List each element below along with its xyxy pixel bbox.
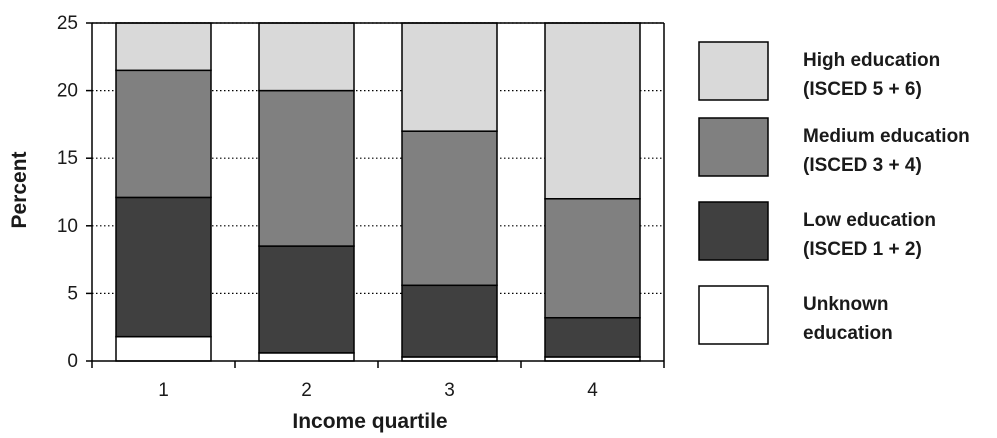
legend-label-1-0: Medium education bbox=[803, 126, 970, 147]
x-tick-label-3: 3 bbox=[444, 380, 455, 401]
bar-segment-q2-s0 bbox=[258, 352, 355, 362]
legend-label-0-0: High education bbox=[803, 50, 940, 71]
x-tick-label-2: 2 bbox=[301, 380, 312, 401]
axes: 0 5 10 15 20 25 1 2 3 4 bbox=[57, 13, 665, 401]
bar-segment-q3-s2 bbox=[401, 130, 498, 287]
bar-segment-q2-s2 bbox=[258, 89, 355, 247]
bar-segment-q1-s3 bbox=[115, 22, 212, 72]
legend-swatch-2 bbox=[698, 201, 769, 261]
legend-swatch-0 bbox=[698, 41, 769, 101]
y-axis-title: Percent bbox=[8, 151, 31, 228]
y-tick-label-10: 10 bbox=[57, 216, 78, 237]
y-tick-label-0: 0 bbox=[67, 351, 78, 372]
bar-segment-q3-s1 bbox=[401, 284, 498, 358]
y-tick-label-5: 5 bbox=[67, 283, 78, 304]
legend-label-1-1: (ISCED 3 + 4) bbox=[803, 155, 922, 176]
legend-label-3-1: education bbox=[803, 323, 893, 344]
bar-segment-q2-s1 bbox=[258, 245, 355, 354]
legend-label-2-0: Low education bbox=[803, 210, 936, 231]
x-tick-label-1: 1 bbox=[158, 380, 169, 401]
bar-segment-q2-s3 bbox=[258, 22, 355, 92]
legend: High education (ISCED 5 + 6) Medium educat… bbox=[698, 41, 970, 345]
bar-segment-q4-s3 bbox=[544, 22, 641, 200]
x-tick-label-4: 4 bbox=[587, 380, 598, 401]
bar-segment-q3-s3 bbox=[401, 22, 498, 132]
bar-segment-q4-s2 bbox=[544, 198, 641, 319]
legend-label-2-1: (ISCED 1 + 2) bbox=[803, 239, 922, 260]
bar-segment-q1-s0 bbox=[115, 335, 212, 362]
y-tick-label-20: 20 bbox=[57, 81, 78, 102]
legend-label-3-0: Unknown bbox=[803, 294, 889, 315]
y-tick-label-15: 15 bbox=[57, 148, 78, 169]
legend-label-0-1: (ISCED 5 + 6) bbox=[803, 79, 922, 100]
bars bbox=[115, 22, 641, 362]
bar-segment-q1-s1 bbox=[115, 196, 212, 338]
y-tick-label-25: 25 bbox=[57, 13, 78, 34]
legend-swatch-3 bbox=[698, 285, 769, 345]
x-axis-title: Income quartile bbox=[292, 410, 447, 433]
bar-segment-q4-s1 bbox=[544, 316, 641, 358]
bar-segment-q1-s2 bbox=[115, 69, 212, 199]
legend-swatch-1 bbox=[698, 117, 769, 177]
